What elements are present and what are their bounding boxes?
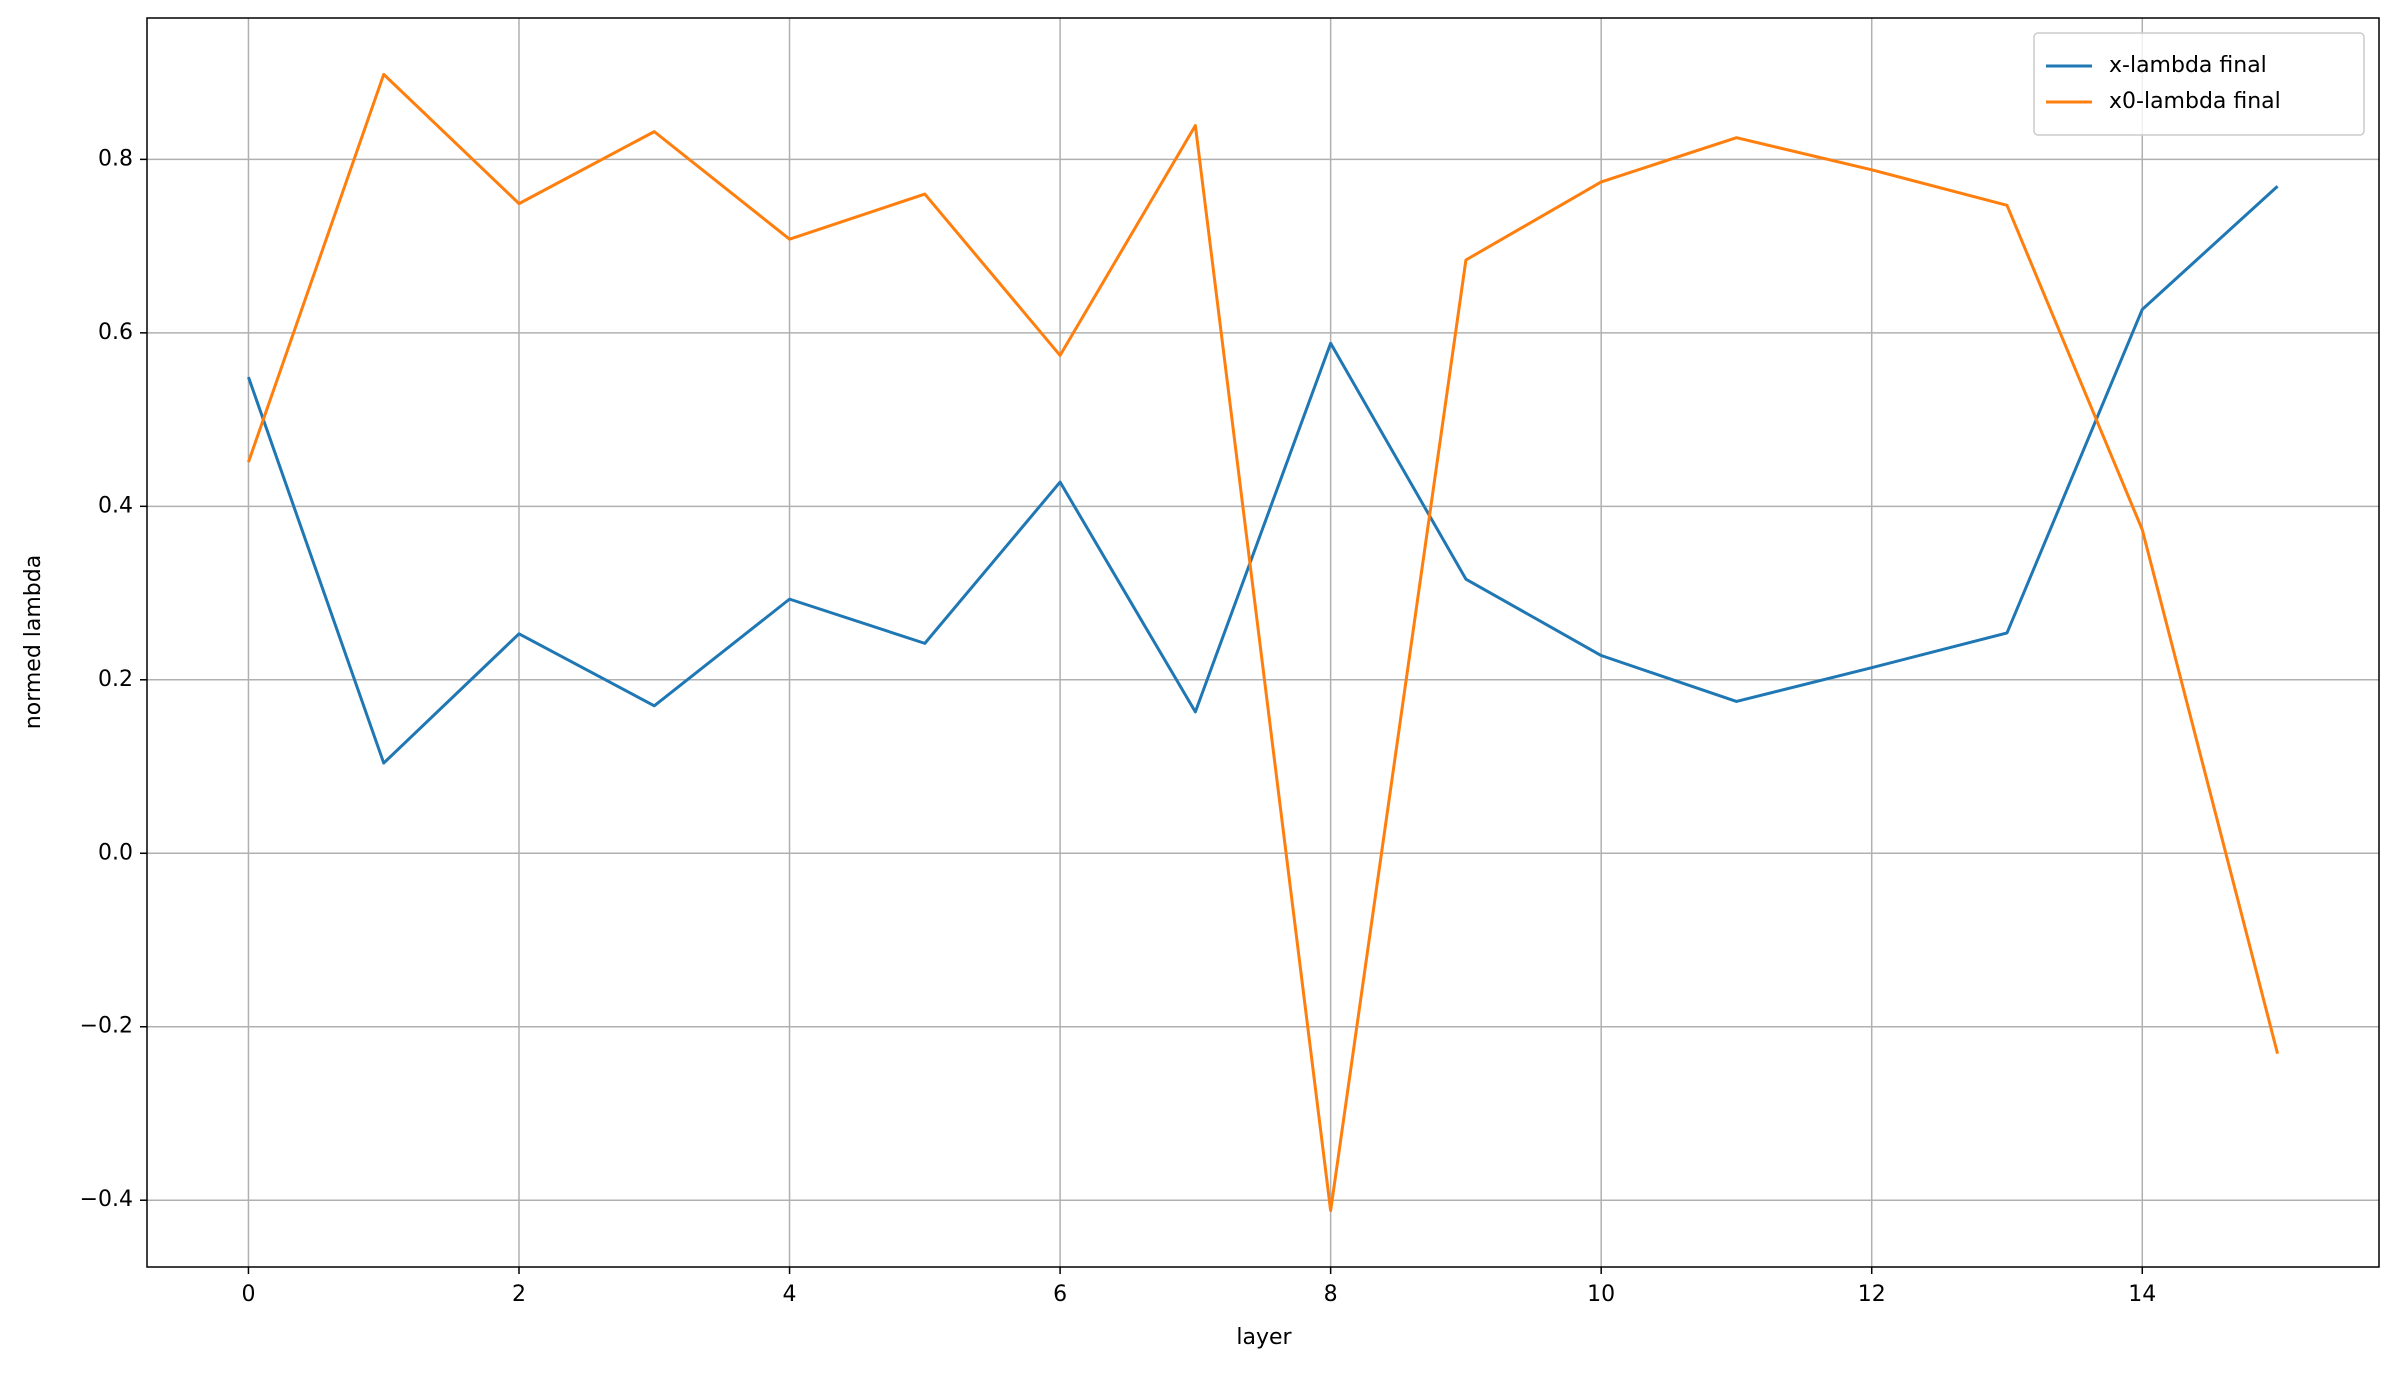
y-tick-label: −0.2 — [80, 1014, 133, 1039]
y-tick-label: 0.6 — [98, 320, 133, 345]
x-axis-label: layer — [1236, 1325, 1292, 1350]
x-tick-label: 6 — [1053, 1282, 1067, 1307]
x-tick-label: 14 — [2128, 1282, 2156, 1307]
x-tick-label: 2 — [512, 1282, 526, 1307]
y-tick-label: 0.0 — [98, 840, 133, 865]
x-tick-label: 0 — [241, 1282, 255, 1307]
series-line — [247, 72, 2279, 1213]
y-tick-label: −0.4 — [80, 1187, 133, 1212]
x-tick-label: 12 — [1858, 1282, 1886, 1307]
plot-frame — [146, 17, 2380, 1268]
legend-label: x0-lambda final — [2109, 89, 2281, 114]
y-axis-label: normed lambda — [21, 555, 46, 729]
x-tick-label: 8 — [1324, 1282, 1338, 1307]
y-tick-label: 0.2 — [98, 667, 133, 692]
y-tick-label: 0.4 — [98, 493, 133, 518]
legend-label: x-lambda final — [2109, 53, 2267, 78]
x-tick-label: 10 — [1587, 1282, 1615, 1307]
series-line — [247, 185, 2279, 765]
y-tick-label: 0.8 — [98, 146, 133, 171]
x-tick-label: 4 — [783, 1282, 797, 1307]
legend-box — [2033, 32, 2365, 136]
